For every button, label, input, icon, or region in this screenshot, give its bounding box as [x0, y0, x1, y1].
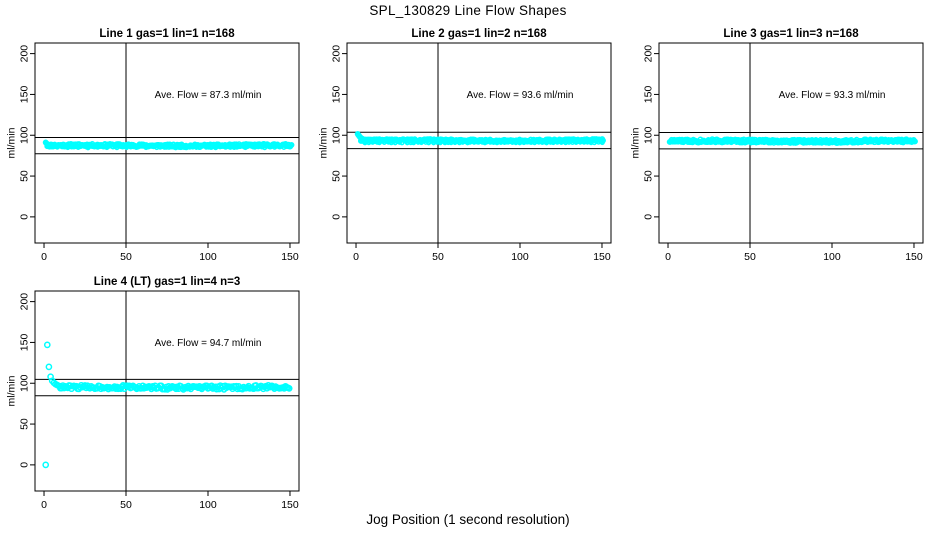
ave-flow-annotation: Ave. Flow = 94.7 ml/min	[155, 338, 262, 349]
x-tick-label: 0	[41, 251, 47, 263]
y-tick-label: 200	[19, 293, 31, 311]
x-tick-label: 150	[593, 251, 611, 263]
plot-box	[658, 42, 924, 244]
y-tick-label: 200	[19, 45, 31, 63]
x-tick-label: 50	[744, 251, 756, 263]
x-tick-label: 150	[281, 499, 299, 511]
plot-box	[34, 290, 300, 492]
x-tick-label: 0	[353, 251, 359, 263]
data-points	[42, 139, 295, 151]
panel-title: Line 1 gas=1 lin=1 n=168	[99, 28, 235, 40]
y-axis-label: ml/min	[630, 127, 642, 158]
data-points	[354, 131, 606, 146]
y-tick-label: 50	[19, 418, 31, 430]
y-tick-label: 100	[331, 126, 343, 144]
x-tick-label: 100	[199, 499, 217, 511]
panel-4-chart: 0 50 100 150 0 50 100 150 200 ml/min Line 4 (LT) g…	[6, 276, 300, 511]
y-axis-label: ml/min	[6, 375, 18, 406]
panel-3-chart: 0 50 100 150 0 50 100 150 200 ml/min Line 3 gas=1 …	[630, 28, 924, 263]
x-tick-label: 50	[120, 251, 132, 263]
x-tick-label: 100	[511, 251, 529, 263]
x-tick-label: 0	[41, 499, 47, 511]
ave-flow-annotation: Ave. Flow = 87.3 ml/min	[155, 90, 262, 101]
y-tick-label: 0	[19, 462, 31, 468]
y-tick-label: 0	[331, 214, 343, 220]
x-tick-label: 0	[665, 251, 671, 263]
panel-1-chart: 0 50 100 150 0 50 100 150 200 ml/min Line 1 gas=1 …	[6, 28, 300, 263]
x-tick-label: 150	[281, 251, 299, 263]
y-tick-label: 100	[643, 126, 655, 144]
x-tick-label: 50	[120, 499, 132, 511]
ave-flow-annotation: Ave. Flow = 93.6 ml/min	[467, 90, 574, 101]
plot-box	[346, 42, 612, 244]
x-tick-label: 150	[905, 251, 923, 263]
y-tick-label: 150	[643, 86, 655, 104]
plot-box	[34, 42, 300, 244]
y-tick-label: 100	[19, 126, 31, 144]
data-points	[42, 341, 293, 469]
y-axis-label: ml/min	[318, 127, 330, 158]
x-tick-label: 100	[199, 251, 217, 263]
y-tick-label: 50	[643, 170, 655, 182]
figure-title: SPL_130829 Line Flow Shapes	[369, 3, 567, 18]
y-tick-label: 150	[19, 86, 31, 104]
y-tick-label: 50	[331, 170, 343, 182]
panel-title: Line 3 gas=1 lin=3 n=168	[723, 28, 859, 40]
y-tick-label: 200	[331, 45, 343, 63]
y-axis-label: ml/min	[6, 127, 18, 158]
y-tick-label: 200	[643, 45, 655, 63]
panel-title: Line 2 gas=1 lin=2 n=168	[411, 28, 547, 40]
panel-title: Line 4 (LT) gas=1 lin=4 n=3	[94, 276, 240, 288]
y-tick-label: 150	[331, 86, 343, 104]
y-tick-label: 150	[19, 334, 31, 352]
x-tick-label: 100	[823, 251, 841, 263]
panel-2-chart: 0 50 100 150 0 50 100 150 200 ml/min Line 2 gas=1 …	[318, 28, 612, 263]
y-tick-label: 0	[643, 214, 655, 220]
x-tick-label: 50	[432, 251, 444, 263]
y-tick-label: 100	[19, 374, 31, 392]
y-tick-label: 0	[19, 214, 31, 220]
x-axis-label: Jog Position (1 second resolution)	[366, 512, 570, 527]
ave-flow-annotation: Ave. Flow = 93.3 ml/min	[779, 90, 886, 101]
y-tick-label: 50	[19, 170, 31, 182]
data-points	[666, 136, 918, 146]
